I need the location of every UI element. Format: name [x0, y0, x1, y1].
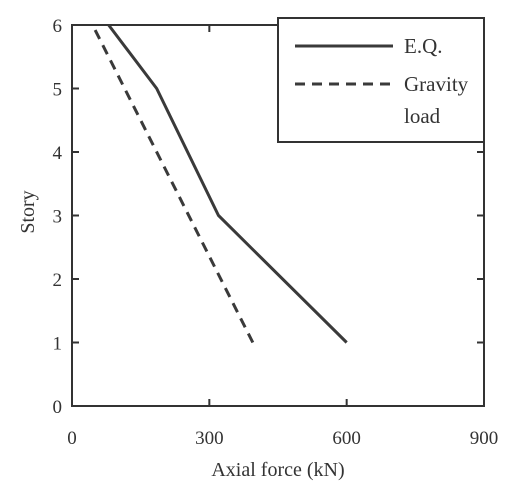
x-tick-label-600: 600: [332, 428, 361, 449]
legend-label-gravity-line2: load: [404, 104, 441, 128]
x-axis-label: Axial force (kN): [211, 459, 344, 481]
legend: E.Q. Gravity load: [277, 17, 485, 143]
x-tick-label-900: 900: [470, 428, 499, 449]
y-tick-label-1: 1: [53, 334, 63, 355]
legend-box: [277, 17, 485, 143]
y-tick-label-3: 3: [53, 207, 63, 228]
y-tick-label-6: 6: [53, 16, 63, 37]
y-axis-label: Story: [17, 190, 39, 233]
x-tick-label-0: 0: [67, 428, 77, 449]
y-tick-label-4: 4: [53, 143, 63, 164]
series: [91, 24, 348, 344]
tick-labels: 0 300 600 900 0 1 2 3 4 5 6: [53, 16, 499, 449]
y-tick-label-0: 0: [53, 397, 63, 418]
x-tick-label-300: 300: [195, 428, 224, 449]
legend-label-gravity-line1: Gravity: [404, 72, 469, 96]
series-line-eq: [107, 24, 348, 344]
y-tick-label-2: 2: [53, 270, 63, 291]
y-tick-label-5: 5: [53, 80, 63, 101]
legend-label-eq: E.Q.: [404, 34, 443, 58]
series-line-gravity-load: [91, 24, 255, 344]
